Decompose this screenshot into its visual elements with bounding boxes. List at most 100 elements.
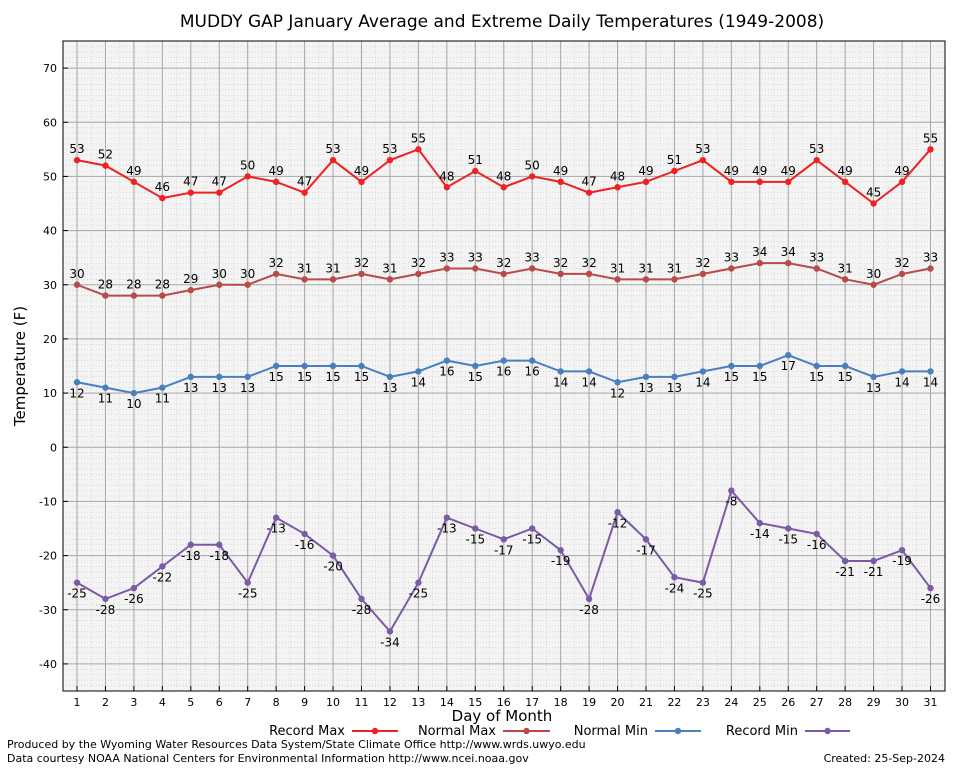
record-max-point — [358, 178, 365, 186]
normal-max-data-label: 28 — [126, 278, 141, 292]
record-max-data-label: 53 — [695, 142, 710, 156]
record-min-data-label: -25 — [409, 587, 429, 601]
record-min-data-label: -12 — [608, 516, 628, 530]
normal-min-point — [472, 362, 479, 370]
legend-marker-record-min — [824, 727, 831, 735]
x-tick-label: 25 — [753, 696, 767, 709]
normal-min-point — [529, 357, 536, 364]
record-min-point — [73, 579, 81, 586]
normal-max-data-label: 31 — [325, 261, 340, 275]
normal-min-data-label: 14 — [411, 375, 426, 389]
chart-title: MUDDY GAP January Average and Extreme Da… — [180, 12, 824, 32]
y-tick-label: -30 — [39, 604, 57, 617]
record-max-data-label: 53 — [809, 142, 824, 156]
normal-min-point — [244, 373, 251, 381]
record-min-point — [756, 519, 763, 527]
record-min-data-label: -28 — [96, 603, 116, 617]
normal-max-data-label: 32 — [553, 256, 568, 270]
x-tick-label: 28 — [838, 696, 852, 709]
x-tick-label: 20 — [611, 696, 625, 709]
normal-max-data-label: 31 — [297, 261, 312, 275]
normal-max-point — [102, 292, 109, 299]
record-max-data-label: 46 — [155, 180, 170, 194]
record-min-data-label: -26 — [124, 592, 144, 606]
record-max-data-label: 50 — [240, 158, 255, 172]
x-tick-label: 6 — [216, 696, 223, 709]
x-tick-label: 13 — [411, 696, 425, 709]
normal-min-point — [785, 351, 792, 359]
x-tick-label: 26 — [781, 696, 795, 709]
record-max-point — [386, 156, 394, 164]
normal-min-data-label: 12 — [69, 386, 84, 400]
normal-max-data-label: 32 — [269, 256, 284, 270]
record-min-point — [870, 557, 877, 565]
normal-min-data-label: 13 — [382, 381, 397, 395]
normal-min-point — [130, 389, 138, 397]
x-tick-label: 4 — [159, 696, 166, 709]
normal-max-data-label: 32 — [354, 256, 369, 270]
record-max-point — [73, 156, 81, 164]
record-max-point — [898, 178, 906, 186]
record-min-data-label: -28 — [579, 603, 599, 617]
record-min-data-label: -24 — [665, 581, 685, 595]
normal-max-point — [529, 265, 536, 272]
record-min-point — [102, 595, 109, 603]
normal-min-point — [728, 362, 735, 370]
normal-min-point — [443, 357, 451, 364]
normal-min-point — [386, 373, 394, 381]
record-min-point — [130, 584, 138, 592]
series-layer: 53 52 49 46 47 47 50 49 47 53 49 53 55 48 51 48 50 49 47 48… — [67, 131, 940, 649]
legend-label-record-min: Record Min — [726, 724, 798, 739]
record-max-data-label: 55 — [923, 131, 938, 145]
normal-max-data-label: 31 — [838, 261, 853, 275]
normal-min-point — [699, 368, 707, 375]
x-tick-label: 2 — [102, 696, 109, 709]
record-max-point — [642, 178, 650, 186]
normal-max-point — [728, 265, 735, 272]
normal-max-data-label: 33 — [923, 251, 938, 265]
record-min-point — [386, 628, 394, 635]
normal-min-point — [159, 384, 166, 391]
record-max-data-label: 53 — [382, 142, 397, 156]
normal-min-data-label: 13 — [183, 381, 198, 395]
legend-label-normal-min: Normal Min — [574, 724, 648, 739]
record-min-point — [557, 546, 564, 554]
normal-max-data-label: 32 — [695, 256, 710, 270]
record-max-point — [329, 156, 337, 164]
record-max-point — [159, 194, 166, 202]
record-min-point — [585, 595, 593, 603]
x-tick-label: 9 — [301, 696, 308, 709]
record-max-data-label: 49 — [553, 164, 568, 178]
record-min-data-label: -15 — [778, 533, 798, 547]
record-max-point — [614, 184, 621, 191]
record-max-data-label: 48 — [496, 169, 511, 183]
record-min-data-label: -21 — [864, 565, 884, 579]
normal-min-data-label: 11 — [155, 392, 170, 406]
record-max-point — [301, 189, 308, 196]
normal-min-data-label: 14 — [894, 375, 909, 389]
normal-max-data-label: 31 — [610, 261, 625, 275]
record-max-point — [415, 146, 422, 153]
record-min-point — [529, 525, 536, 532]
x-tick-label: 30 — [895, 696, 909, 709]
record-min-point — [301, 530, 308, 538]
record-max-point — [756, 178, 763, 186]
record-max-data-label: 48 — [439, 169, 454, 183]
normal-min-data-label: 13 — [240, 381, 255, 395]
record-max-data-label: 51 — [468, 153, 483, 167]
record-min-point — [443, 514, 451, 521]
normal-max-point — [813, 265, 820, 272]
legend-marker-normal-max — [523, 727, 530, 735]
y-tick-label: 20 — [43, 333, 57, 346]
normal-min-point — [415, 368, 422, 375]
record-max-point — [728, 178, 735, 186]
record-max-data-label: 53 — [325, 142, 340, 156]
normal-min-point — [301, 362, 308, 370]
record-max-point — [216, 189, 223, 196]
normal-max-data-label: 33 — [525, 251, 540, 265]
record-max-data-label: 47 — [581, 175, 596, 189]
record-min-data-label: -28 — [352, 603, 372, 617]
record-min-data-label: -15 — [465, 533, 485, 547]
record-max-data-label: 49 — [781, 164, 796, 178]
normal-max-point — [642, 276, 650, 283]
